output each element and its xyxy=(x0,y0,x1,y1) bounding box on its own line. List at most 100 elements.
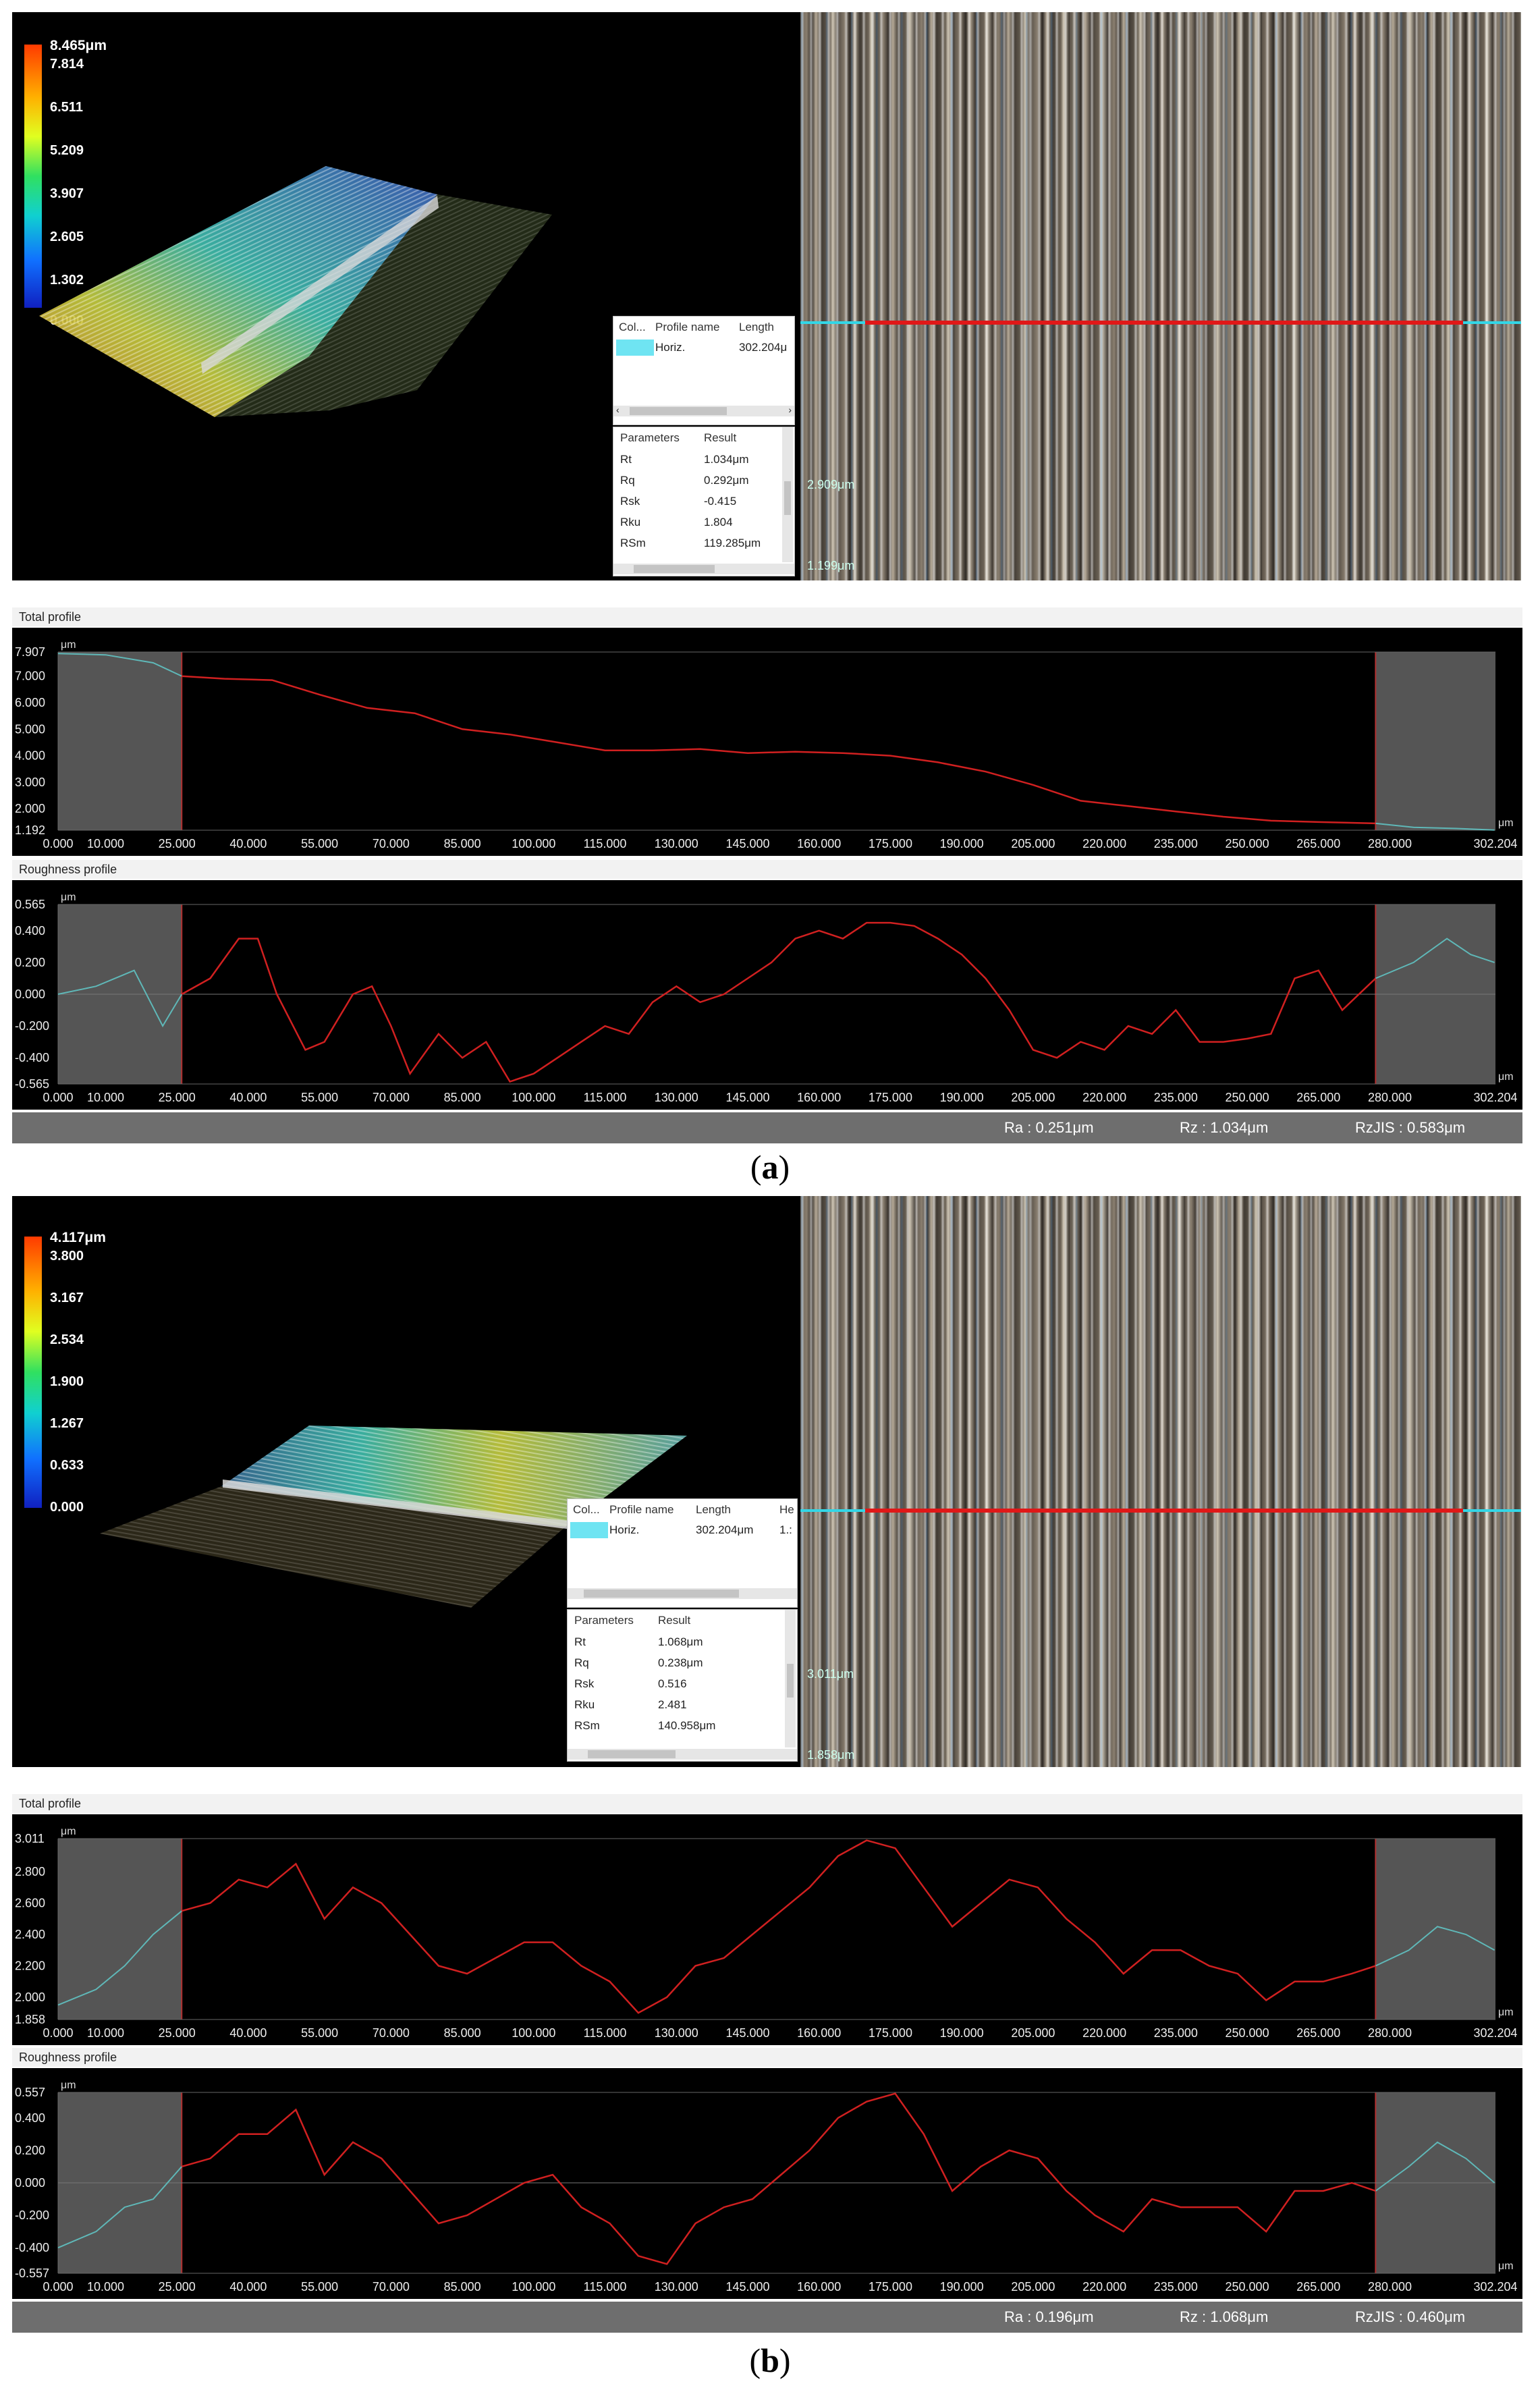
x-tick-label: 40.000 xyxy=(229,837,267,850)
cutoff-region-left xyxy=(58,652,182,830)
microscope-image[interactable]: 3.011μm 1.858μm xyxy=(800,1196,1521,1767)
y-tick-label: 0.557 xyxy=(15,2086,45,2099)
x-tick-label: 85.000 xyxy=(444,2026,481,2040)
x-tick-label: 25.000 xyxy=(159,1091,196,1104)
param-row-rq: Rq 0.292μm xyxy=(620,474,749,487)
section-plane xyxy=(223,1480,572,1529)
color-scale-max: 4.117μm xyxy=(50,1230,106,1245)
3d-view[interactable]: 8.465μm 7.814 6.511 5.209 3.907 2.605 1.… xyxy=(12,12,800,580)
profile-line-red[interactable] xyxy=(865,1509,1463,1513)
horizontal-scrollbar[interactable] xyxy=(568,1749,797,1760)
x-tick-label: 145.000 xyxy=(725,2026,769,2040)
x-tick-label: 0.000 xyxy=(43,1091,73,1104)
profile-line xyxy=(181,1839,1376,2014)
x-tick-label: 115.000 xyxy=(584,1091,627,1104)
scroll-thumb[interactable] xyxy=(588,1750,676,1758)
total-profile-chart[interactable]: μm μm 3.011 2.800 2.600 2.400 2.200 2.000 1.858 0… xyxy=(12,1814,1522,2045)
horizontal-scrollbar[interactable] xyxy=(568,1588,797,1599)
y-tick-label: 0.000 xyxy=(15,2176,45,2190)
y-tick-label: 0.400 xyxy=(15,2111,45,2125)
x-tick-label: 40.000 xyxy=(229,1091,267,1104)
horizontal-scrollbar[interactable]: ‹ › xyxy=(613,404,794,416)
caption-b: (b) xyxy=(749,2341,791,2379)
x-tick-label: 265.000 xyxy=(1296,2280,1340,2294)
scroll-left-icon[interactable]: ‹ xyxy=(616,404,620,415)
x-tick-label: 40.000 xyxy=(229,2026,267,2040)
col-header-height: He xyxy=(779,1503,794,1516)
profile-line-red[interactable] xyxy=(865,321,1463,325)
profile-list-panel[interactable]: Col... Profile name Length Horiz. 302.20… xyxy=(613,316,795,425)
scroll-right-icon[interactable]: › xyxy=(788,404,792,415)
scroll-thumb[interactable] xyxy=(634,565,715,573)
profile-color-swatch[interactable] xyxy=(570,1522,608,1538)
profile-plot: μm μm 3.011 2.800 2.600 2.400 2.200 2.000 1.8580… xyxy=(15,1826,1518,2040)
height-marker-bottom: 1.199μm xyxy=(807,559,855,572)
scroll-thumb[interactable] xyxy=(584,1590,739,1598)
y-unit-label: μm xyxy=(61,892,76,903)
x-tick-label: 160.000 xyxy=(797,2026,841,2040)
total-profile-header: Total profile xyxy=(12,607,1522,626)
profile-length: 302.204μm xyxy=(696,1523,754,1536)
y-tick-label: 3.011 xyxy=(15,1832,45,1845)
x-tick-label: 175.000 xyxy=(869,837,912,850)
x-tick-label: 280.000 xyxy=(1368,1091,1412,1104)
scroll-thumb[interactable] xyxy=(784,481,791,515)
profile-color-swatch[interactable] xyxy=(616,340,654,356)
profile-name[interactable]: Horiz. xyxy=(655,341,686,354)
section-plane xyxy=(201,196,439,374)
x-tick-label: 220.000 xyxy=(1082,2280,1126,2294)
vertical-scrollbar[interactable] xyxy=(782,427,793,562)
param-header-name: Parameters xyxy=(574,1614,634,1627)
x-tick-label: 10.000 xyxy=(87,2280,124,2294)
profile-line-excluded-left xyxy=(57,1910,182,2006)
y-tick-label: 3.000 xyxy=(15,776,45,789)
panel-b: 4.117μm 3.800 3.167 2.534 1.900 1.267 0.… xyxy=(0,1188,1540,2379)
color-scale-tick: 3.167 xyxy=(50,1291,84,1305)
color-scale-bar xyxy=(24,1237,42,1508)
profile-list-panel[interactable]: Col... Profile name Length He Horiz. 302… xyxy=(567,1498,798,1608)
x-tick-label: 85.000 xyxy=(444,2280,481,2294)
cutoff-region-right xyxy=(1375,652,1495,830)
caption-a: (a) xyxy=(750,1148,790,1186)
total-profile-chart[interactable]: μm μm 7.907 7.000 6.000 5.000 4.000 3.000 2.000 1… xyxy=(12,628,1522,856)
parameters-panel[interactable]: Parameters Result Rt 1.068μm Rq 0.238μm Rs… xyxy=(567,1609,798,1762)
y-tick-label: 2.200 xyxy=(15,1959,45,1973)
scroll-thumb[interactable] xyxy=(787,1664,794,1698)
x-tick-label: 145.000 xyxy=(725,2280,769,2294)
x-tick-label: 250.000 xyxy=(1226,2026,1269,2040)
rzjis-value: RzJIS : 0.583μm xyxy=(1355,1119,1466,1136)
y-tick-label: 0.200 xyxy=(15,2144,45,2157)
profile-line xyxy=(181,2092,1376,2265)
x-tick-label: 160.000 xyxy=(797,1091,841,1104)
x-tick-label: 100.000 xyxy=(512,2026,555,2040)
status-bar: Ra : 0.251μm Rz : 1.034μm RzJIS : 0.583μ… xyxy=(12,1112,1522,1143)
profile-length: 302.204μ xyxy=(739,341,788,354)
x-tick-label: 55.000 xyxy=(301,1091,338,1104)
y-tick-label: 0.000 xyxy=(15,987,45,1001)
y-tick-label: 0.200 xyxy=(15,956,45,969)
x-tick-label: 55.000 xyxy=(301,837,338,850)
y-tick-label: 4.000 xyxy=(15,749,45,763)
microscope-image[interactable]: 2.909μm 1.199μm xyxy=(800,12,1521,580)
y-tick-label: 6.000 xyxy=(15,696,45,709)
height-marker-bottom: 1.858μm xyxy=(807,1748,855,1762)
x-tick-label: 235.000 xyxy=(1154,1091,1198,1104)
profile-plot: μm μm 0.557 0.400 0.200 0.000 -0.200 -0.400 -0.5… xyxy=(15,2080,1518,2294)
x-tick-label: 250.000 xyxy=(1226,2280,1269,2294)
color-scale-tick: 1.267 xyxy=(50,1416,84,1431)
roughness-profile-chart[interactable]: μm μm 0.557 0.400 0.200 0.000 -0.200 -0.400 -0.5… xyxy=(12,2068,1522,2299)
color-scale-tick: 7.814 xyxy=(50,57,84,72)
x-tick-label: 265.000 xyxy=(1296,837,1340,850)
vertical-scrollbar[interactable] xyxy=(785,1610,796,1747)
x-tick-label: 100.000 xyxy=(512,1091,555,1104)
rzjis-value: RzJIS : 0.460μm xyxy=(1355,2308,1466,2325)
scroll-thumb[interactable] xyxy=(630,407,727,415)
x-tick-label: 10.000 xyxy=(87,2026,124,2040)
parameters-panel[interactable]: Parameters Result Rt 1.034μm Rq 0.292μm Rs… xyxy=(613,427,795,576)
rz-value: Rz : 1.034μm xyxy=(1180,1119,1269,1136)
x-tick-label: 250.000 xyxy=(1226,1091,1269,1104)
profile-name[interactable]: Horiz. xyxy=(609,1523,640,1536)
roughness-profile-chart[interactable]: μm μm 0.565 0.400 0.200 0.000 -0.200 -0.400 -0.5… xyxy=(12,880,1522,1110)
profile-line-excluded-right xyxy=(1375,2141,1495,2192)
horizontal-scrollbar[interactable] xyxy=(613,564,794,574)
